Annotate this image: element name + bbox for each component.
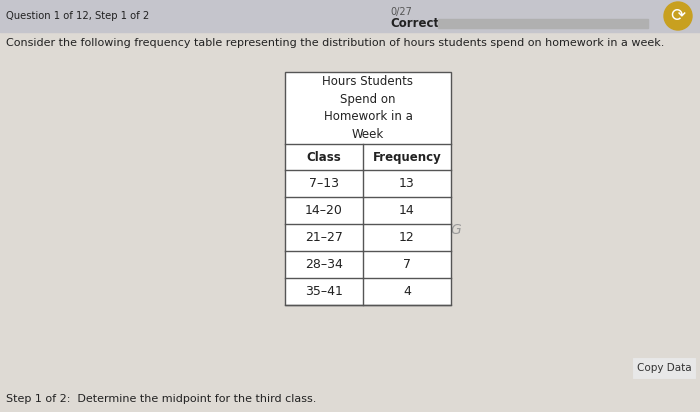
- Text: G: G: [450, 223, 461, 237]
- Text: Copy Data: Copy Data: [637, 363, 692, 373]
- Text: Step 1 of 2:  Determine the midpoint for the third class.: Step 1 of 2: Determine the midpoint for …: [6, 394, 316, 404]
- Bar: [285, 72, 451, 305]
- Text: 12: 12: [399, 231, 415, 244]
- Text: 14–20: 14–20: [305, 204, 343, 217]
- Circle shape: [664, 2, 692, 30]
- Text: 4: 4: [403, 285, 411, 298]
- Text: Consider the following frequency table representing the distribution of hours st: Consider the following frequency table r…: [6, 38, 664, 48]
- Text: 21–27: 21–27: [305, 231, 343, 244]
- Text: ⟳: ⟳: [671, 7, 685, 25]
- Bar: [438, 19, 648, 28]
- Text: Correct: Correct: [390, 17, 439, 30]
- Text: Question 1 of 12, Step 1 of 2: Question 1 of 12, Step 1 of 2: [6, 11, 149, 21]
- Bar: [0, 0, 700, 32]
- Text: 13: 13: [399, 177, 415, 190]
- Text: 28–34: 28–34: [305, 258, 343, 271]
- Text: Hours Students
Spend on
Homework in a
Week: Hours Students Spend on Homework in a We…: [323, 75, 414, 141]
- Text: 7–13: 7–13: [309, 177, 339, 190]
- Text: 0/27: 0/27: [390, 7, 412, 17]
- Text: Frequency: Frequency: [372, 150, 442, 164]
- Text: 35–41: 35–41: [305, 285, 343, 298]
- Bar: [633, 358, 695, 378]
- Text: 14: 14: [399, 204, 415, 217]
- Text: 7: 7: [403, 258, 411, 271]
- Text: Class: Class: [307, 150, 342, 164]
